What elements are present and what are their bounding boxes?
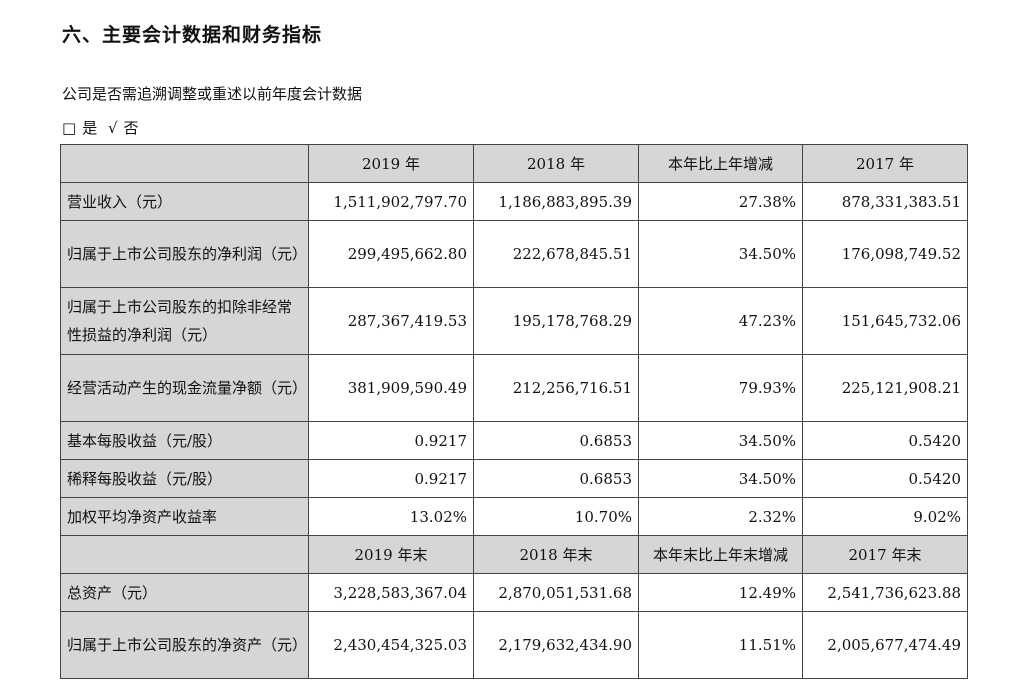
table-cell: 34.50% bbox=[638, 459, 803, 498]
table-cell: 9.02% bbox=[802, 497, 968, 536]
row-label: 归属于上市公司股东的扣除非经常性损益的净利润（元） bbox=[60, 287, 309, 355]
table-cell: 34.50% bbox=[638, 421, 803, 460]
header-cell: 2017 年末 bbox=[802, 535, 968, 574]
table-cell: 222,678,845.51 bbox=[473, 220, 639, 288]
table-cell: 287,367,419.53 bbox=[308, 287, 474, 355]
row-label: 经营活动产生的现金流量净额（元） bbox=[60, 354, 309, 422]
table-cell: 1,511,902,797.70 bbox=[308, 182, 474, 221]
header-cell: 2017 年 bbox=[802, 144, 968, 183]
row-label: 基本每股收益（元/股） bbox=[60, 421, 309, 460]
table-header-row: 2019 年末 2018 年末 本年末比上年末增减 2017 年末 bbox=[60, 535, 968, 574]
table-cell: 13.02% bbox=[308, 497, 474, 536]
table-row: 稀释每股收益（元/股） 0.9217 0.6853 34.50% 0.5420 bbox=[60, 459, 968, 498]
row-label: 归属于上市公司股东的净利润（元） bbox=[60, 220, 309, 288]
header-cell: 本年比上年增减 bbox=[638, 144, 803, 183]
table-cell: 381,909,590.49 bbox=[308, 354, 474, 422]
table-cell: 2,430,454,325.03 bbox=[308, 611, 474, 679]
table-cell: 212,256,716.51 bbox=[473, 354, 639, 422]
table-cell: 2,870,051,531.68 bbox=[473, 573, 639, 612]
row-label: 稀释每股收益（元/股） bbox=[60, 459, 309, 498]
table-cell: 11.51% bbox=[638, 611, 803, 679]
table-header-row: 2019 年 2018 年 本年比上年增减 2017 年 bbox=[60, 144, 968, 183]
table-cell: 2,005,677,474.49 bbox=[802, 611, 968, 679]
table-cell: 34.50% bbox=[638, 220, 803, 288]
table-cell: 0.9217 bbox=[308, 459, 474, 498]
header-cell: 2019 年 bbox=[308, 144, 474, 183]
row-label: 加权平均净资产收益率 bbox=[60, 497, 309, 536]
table-cell: 299,495,662.80 bbox=[308, 220, 474, 288]
header-cell: 2018 年末 bbox=[473, 535, 639, 574]
answer-no: 否 bbox=[123, 119, 139, 137]
table-cell: 1,186,883,895.39 bbox=[473, 182, 639, 221]
table-cell: 878,331,383.51 bbox=[802, 182, 968, 221]
header-cell: 2018 年 bbox=[473, 144, 639, 183]
table-row: 加权平均净资产收益率 13.02% 10.70% 2.32% 9.02% bbox=[60, 497, 968, 536]
table-cell: 0.5420 bbox=[802, 421, 968, 460]
table-row: 总资产（元） 3,228,583,367.04 2,870,051,531.68… bbox=[60, 573, 968, 612]
header-corner-cell bbox=[60, 144, 309, 183]
table-cell: 12.49% bbox=[638, 573, 803, 612]
header-corner-cell bbox=[60, 535, 309, 574]
table-cell: 47.23% bbox=[638, 287, 803, 355]
answer-yes: 是 bbox=[82, 119, 98, 137]
table-cell: 10.70% bbox=[473, 497, 639, 536]
restatement-answer: □ 是 √ 否 bbox=[62, 117, 145, 138]
table-row: 经营活动产生的现金流量净额（元） 381,909,590.49 212,256,… bbox=[60, 354, 968, 422]
restatement-question: 公司是否需追溯调整或重述以前年度会计数据 bbox=[62, 85, 363, 103]
table-cell: 0.5420 bbox=[802, 459, 968, 498]
table-cell: 0.6853 bbox=[473, 459, 639, 498]
table-cell: 0.6853 bbox=[473, 421, 639, 460]
table-row: 归属于上市公司股东的净利润（元） 299,495,662.80 222,678,… bbox=[60, 220, 968, 288]
table-cell: 3,228,583,367.04 bbox=[308, 573, 474, 612]
table-cell: 2.32% bbox=[638, 497, 803, 536]
table-cell: 27.38% bbox=[638, 182, 803, 221]
table-cell: 195,178,768.29 bbox=[473, 287, 639, 355]
table-cell: 225,121,908.21 bbox=[802, 354, 968, 422]
table-cell: 151,645,732.06 bbox=[802, 287, 968, 355]
check-mark-icon: √ bbox=[107, 119, 118, 137]
row-label: 总资产（元） bbox=[60, 573, 309, 612]
table-cell: 79.93% bbox=[638, 354, 803, 422]
section-title: 六、主要会计数据和财务指标 bbox=[62, 24, 323, 46]
table-row: 归属于上市公司股东的净资产（元） 2,430,454,325.03 2,179,… bbox=[60, 611, 968, 679]
financial-indicators-table: 2019 年 2018 年 本年比上年增减 2017 年 营业收入（元） 1,5… bbox=[60, 144, 968, 679]
table-row: 归属于上市公司股东的扣除非经常性损益的净利润（元） 287,367,419.53… bbox=[60, 287, 968, 355]
header-cell: 2019 年末 bbox=[308, 535, 474, 574]
row-label: 归属于上市公司股东的净资产（元） bbox=[60, 611, 309, 679]
table-cell: 0.9217 bbox=[308, 421, 474, 460]
unchecked-box-icon: □ bbox=[62, 119, 77, 137]
row-label: 营业收入（元） bbox=[60, 182, 309, 221]
table-row: 基本每股收益（元/股） 0.9217 0.6853 34.50% 0.5420 bbox=[60, 421, 968, 460]
table-cell: 2,179,632,434.90 bbox=[473, 611, 639, 679]
header-cell: 本年末比上年末增减 bbox=[638, 535, 803, 574]
table-cell: 176,098,749.52 bbox=[802, 220, 968, 288]
table-row: 营业收入（元） 1,511,902,797.70 1,186,883,895.3… bbox=[60, 182, 968, 221]
table-cell: 2,541,736,623.88 bbox=[802, 573, 968, 612]
